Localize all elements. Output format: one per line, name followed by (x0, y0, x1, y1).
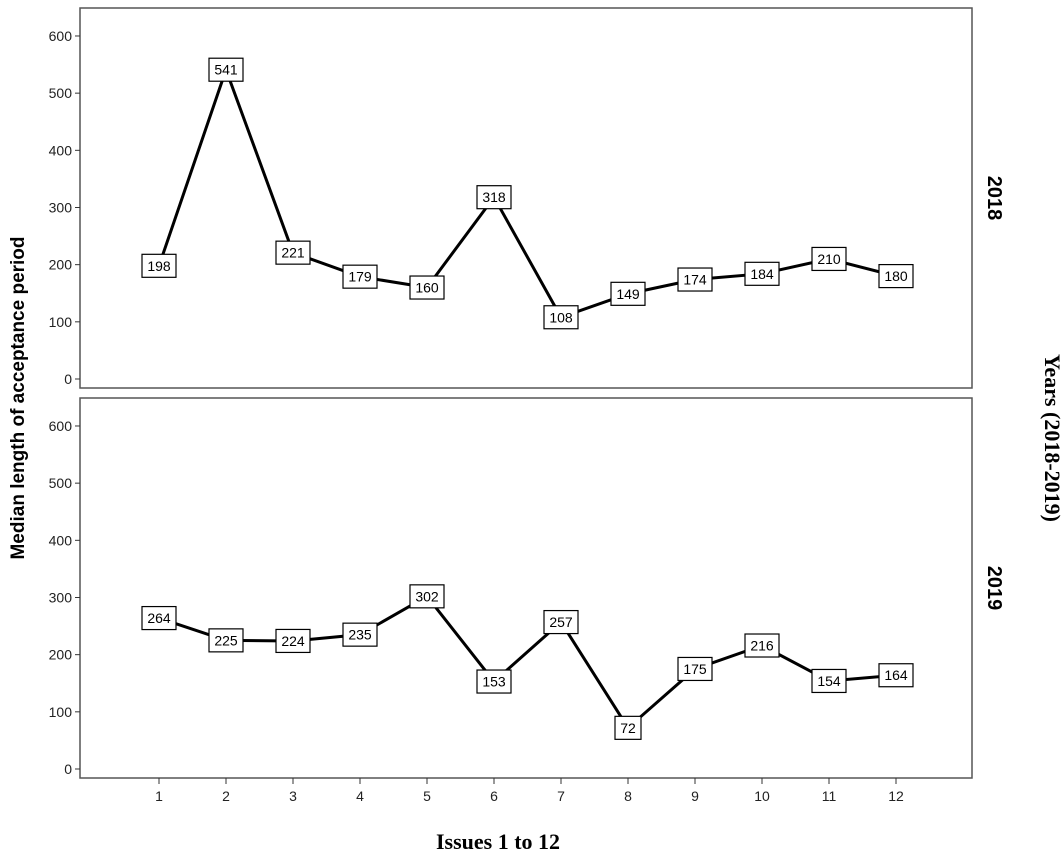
data-label: 302 (415, 588, 439, 604)
data-label: 541 (214, 62, 238, 78)
data-point-box (141, 253, 177, 278)
data-label: 149 (616, 286, 640, 302)
x-tick-label: 11 (822, 788, 837, 804)
data-label: 179 (348, 269, 372, 285)
x-tick-label: 6 (490, 788, 498, 804)
data-point-box (744, 633, 780, 658)
x-axis: 1 2 3 4 5 6 7 8 9 10 11 12 (155, 778, 904, 804)
data-point-box (409, 584, 445, 609)
data-point-box (677, 267, 713, 292)
panel-label-2019: 2019 (983, 566, 1005, 611)
data-point-box (543, 305, 579, 330)
data-label: 257 (549, 614, 573, 630)
y-tick-label: 200 (49, 257, 73, 273)
x-tick-label: 10 (754, 788, 770, 804)
data-point-box (342, 622, 378, 647)
panel-frame (79, 397, 973, 779)
y-tick-label: 400 (49, 532, 73, 548)
data-point-box (275, 628, 311, 654)
data-label: 180 (884, 268, 908, 284)
x-tick-label: 2 (222, 788, 230, 804)
panels-layer: 0 100 200 300 400 500 600 198 541 221 179 160 318 108… (49, 7, 1005, 779)
y-tick-label: 600 (49, 418, 73, 434)
data-point-box (744, 261, 780, 286)
data-label: 154 (817, 673, 841, 689)
y-tick-label: 600 (49, 28, 73, 44)
data-label: 160 (415, 280, 439, 296)
data-label: 164 (884, 667, 908, 683)
data-point-box (342, 264, 378, 289)
y-tick-label: 0 (64, 761, 72, 777)
data-point-box (275, 240, 311, 265)
data-point-box (476, 669, 512, 694)
data-label: 221 (281, 245, 305, 261)
x-tick-label: 7 (557, 788, 565, 804)
y-tick-label: 100 (49, 704, 73, 720)
data-point-box (208, 628, 244, 653)
y-tick-label: 200 (49, 647, 73, 663)
data-label: 174 (683, 272, 707, 288)
panel-2019: 0 100 200 300 400 500 600 264 225 224 235 302 153 257… (49, 397, 1005, 779)
data-point-box (878, 663, 914, 688)
x-tick-label: 5 (423, 788, 431, 804)
x-tick-label: 3 (289, 788, 297, 804)
panel-label-2018: 2018 (983, 176, 1005, 221)
x-tick-label: 4 (356, 788, 364, 804)
data-label: 153 (482, 674, 506, 690)
y-tick-label: 300 (49, 589, 73, 605)
y-tick-label: 400 (49, 142, 73, 158)
data-point-box (476, 185, 512, 210)
x-axis-title: Issues 1 to 12 (436, 829, 560, 854)
data-point-box (677, 656, 713, 682)
data-label: 198 (147, 258, 171, 274)
data-point-box (614, 715, 642, 740)
data-label: 72 (620, 720, 636, 736)
y-tick-label: 300 (49, 199, 73, 215)
data-label: 224 (281, 633, 305, 649)
data-label: 175 (683, 661, 707, 677)
data-label: 318 (482, 189, 506, 205)
data-point-box (141, 605, 177, 631)
data-label: 108 (549, 309, 573, 325)
y-tick-label: 500 (49, 475, 73, 491)
data-label: 184 (750, 266, 774, 282)
data-point-box (878, 263, 914, 289)
data-point-box (208, 57, 244, 82)
data-point-box (610, 281, 646, 306)
data-label: 216 (750, 638, 774, 654)
data-point-box (543, 609, 579, 635)
x-tick-label: 9 (691, 788, 699, 804)
data-label: 264 (147, 610, 171, 626)
y-tick-label: 0 (64, 371, 72, 387)
data-label: 225 (214, 632, 238, 648)
data-label: 235 (348, 627, 372, 643)
data-point-box (811, 668, 847, 694)
x-tick-label: 8 (624, 788, 632, 804)
panel-2018: 0 100 200 300 400 500 600 198 541 221 179 160 318 108… (49, 7, 1005, 389)
x-tick-label: 1 (155, 788, 163, 804)
y-tick-label: 500 (49, 85, 73, 101)
x-tick-label: 12 (888, 788, 904, 804)
y-tick-label: 100 (49, 314, 73, 330)
data-point-box (409, 275, 445, 300)
data-label: 210 (817, 251, 841, 267)
data-point-box (811, 246, 847, 272)
y-axis-title: Median length of acceptance period (8, 236, 29, 559)
panel-group-title: Years (2018-2019) (1040, 354, 1064, 522)
panel-frame (79, 7, 973, 389)
